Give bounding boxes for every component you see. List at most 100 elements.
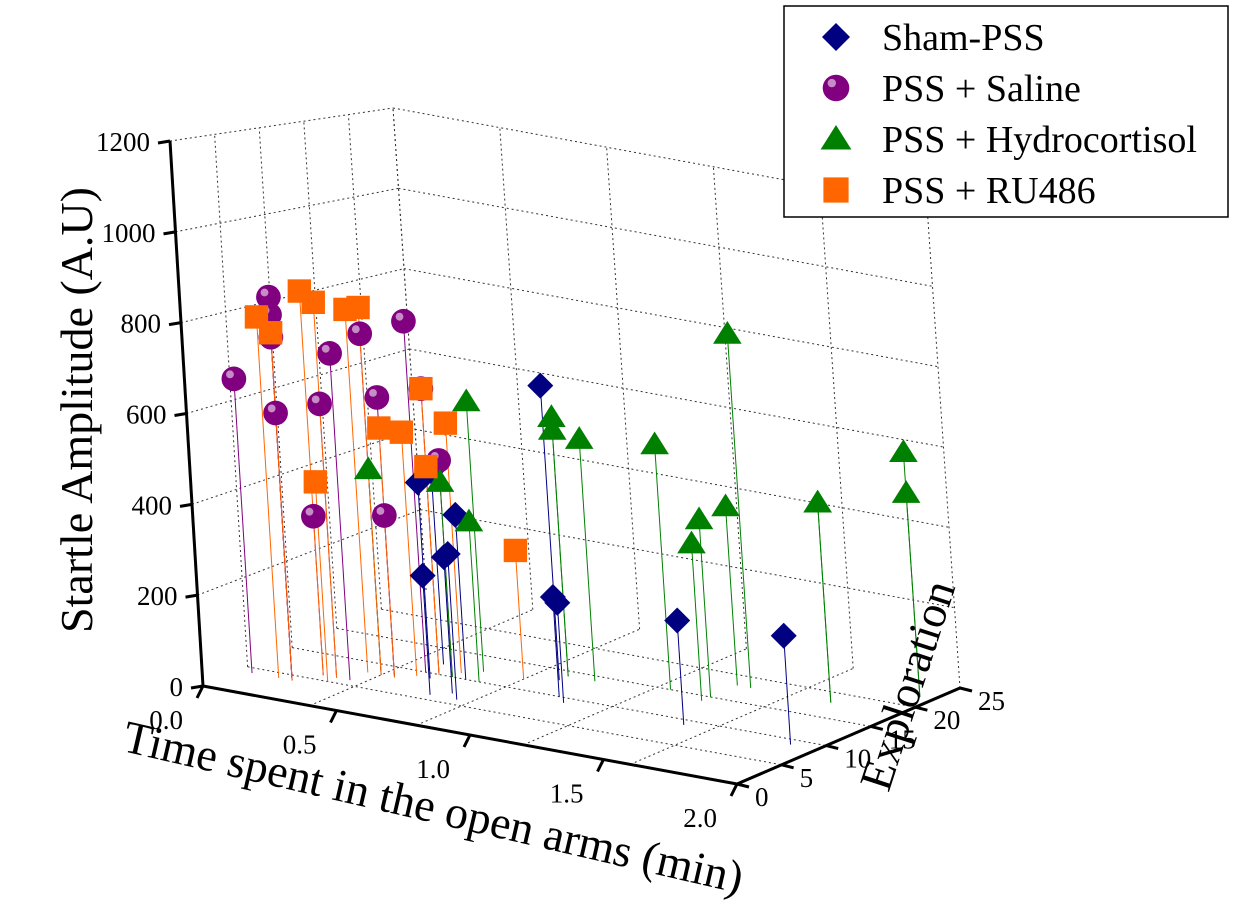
x-tick-label: 1.0 [416, 754, 450, 784]
y-tick-label: 25 [978, 686, 1005, 716]
data-point-square [433, 411, 458, 435]
legend-box [783, 5, 1229, 218]
data-point-square [303, 470, 328, 494]
y-tick-label: 0 [755, 782, 769, 812]
point-stem [439, 482, 453, 678]
x-tick-mark [329, 709, 338, 724]
y-axis-line [736, 686, 961, 786]
back-wall-grid-line [420, 509, 955, 609]
data-point-sphere-highlight [351, 325, 360, 334]
x-tick-mark [195, 685, 205, 699]
data-point-triangle [537, 404, 566, 427]
data-point-sphere-body [301, 503, 326, 529]
z-axis-title: Startle Amplitude (A.U) [51, 187, 102, 633]
z-tick-label: 400 [132, 490, 173, 520]
point-stem [465, 401, 485, 672]
point-stem [233, 378, 253, 674]
side-wall-grid-line [191, 428, 416, 505]
back-wall-grid-line [403, 268, 939, 368]
data-point-sphere [307, 391, 332, 417]
z-tick-label: 600 [126, 400, 167, 430]
stems-layer [233, 291, 921, 745]
y-tick-label: 10 [844, 744, 871, 774]
point-stem [422, 575, 431, 695]
y-tick-label: 5 [800, 763, 814, 793]
y-tick-mark [915, 705, 928, 712]
y-axis-title: Exploration [849, 574, 965, 796]
data-point-sphere-highlight [311, 395, 320, 404]
z-tick-mark [179, 502, 193, 508]
data-point-sphere-highlight [369, 388, 377, 397]
point-stem [378, 427, 396, 678]
point-stem [425, 466, 440, 675]
data-point-diamond [544, 589, 571, 616]
y-tick-mark [870, 724, 884, 731]
z-tick-label: 0 [170, 672, 184, 702]
data-point-sphere [364, 385, 390, 410]
z-tick-label: 200 [137, 581, 178, 611]
data-point-triangle [425, 469, 455, 492]
data-point-sphere-body [263, 400, 288, 426]
data-point-sphere-highlight [267, 404, 276, 413]
data-point-diamond [770, 622, 797, 649]
axes-layer [157, 139, 973, 797]
data-point-triangle [713, 321, 742, 344]
z-tick-label: 1000 [102, 218, 156, 248]
z-tick-mark [190, 684, 204, 690]
data-point-sphere-highlight [321, 344, 330, 353]
back-wall-grid-line [819, 186, 854, 669]
data-point-sphere-body [307, 391, 332, 417]
y-tick-mark [736, 782, 750, 789]
legend-marker-diamond [822, 23, 850, 51]
point-stem [676, 620, 685, 725]
z-tick-mark [185, 593, 198, 599]
point-stem [514, 550, 525, 680]
data-point-triangle [564, 426, 594, 449]
floor-grid-line [630, 667, 854, 765]
markers-layer [221, 279, 921, 649]
legend-marker-sphere-highlight [827, 78, 836, 88]
data-point-sphere-highlight [395, 312, 404, 321]
point-stem [551, 429, 569, 677]
data-point-square [414, 454, 438, 479]
point-stem [817, 502, 832, 703]
point-stem [255, 316, 280, 679]
data-point-triangle [537, 416, 567, 440]
floor-grid-line [523, 648, 747, 746]
back-wall-grid-line [926, 205, 961, 689]
point-stem [357, 307, 382, 675]
data-point-sphere-highlight [260, 288, 269, 297]
data-point-triangle [677, 530, 706, 554]
data-point-sphere-body [347, 321, 373, 347]
back-wall-grid-line [409, 348, 944, 448]
x-tick-label: 0.0 [149, 705, 183, 735]
point-stem [578, 439, 596, 682]
z-tick-label: 1200 [96, 127, 150, 157]
legend-label: Sham-PSS [882, 17, 1045, 59]
data-point-sphere-body [364, 385, 390, 410]
floor-grid-line [416, 628, 640, 726]
x-tick-label: 2.0 [683, 803, 717, 833]
data-point-diamond [434, 540, 461, 567]
legend: Sham-PSS PSS + Saline PSS + Hydrocortisol P… [783, 5, 1229, 218]
data-point-triangle [803, 489, 832, 513]
ticks-layer: 0 200 400 600 800 1000 1200 0.0 0.5 1.0 1.5 2.0 0 5 10… [96, 127, 1005, 833]
data-point-square [409, 376, 433, 401]
x-axis-title: Time spent in the open arms (min) [119, 711, 749, 903]
data-point-sphere-body [371, 503, 397, 528]
data-point-square [258, 321, 283, 345]
point-stem [270, 332, 293, 681]
point-stem [344, 309, 369, 673]
legend-marker-sphere-body [822, 74, 850, 102]
y-tick-mark [781, 763, 794, 770]
x-tick-mark [596, 758, 605, 773]
floor-grid-line [381, 608, 916, 708]
legend-marker-triangle [820, 125, 852, 150]
data-point-sphere-highlight [305, 507, 314, 516]
legend-marker-square [823, 177, 849, 203]
back-wall-grid-line [398, 187, 933, 287]
data-point-sphere-body [391, 308, 416, 334]
point-stem [726, 333, 752, 688]
data-point-square [346, 295, 370, 320]
